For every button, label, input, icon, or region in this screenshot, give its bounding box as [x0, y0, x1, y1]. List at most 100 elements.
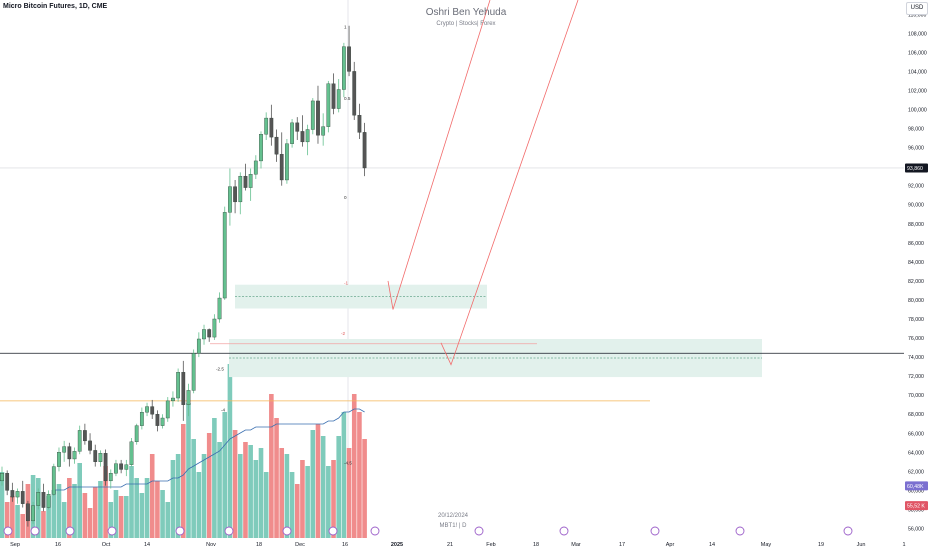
candle-body[interactable]	[5, 473, 10, 491]
volume-bar	[98, 481, 103, 538]
price-scale-badge-label: 55,52 K	[907, 504, 925, 510]
event-icon[interactable]	[175, 526, 185, 536]
candle-body[interactable]	[77, 430, 82, 452]
candle-body[interactable]	[20, 491, 25, 504]
candle-body[interactable]	[196, 338, 201, 354]
event-icon[interactable]	[474, 526, 484, 536]
candle-body[interactable]	[139, 412, 144, 426]
candle-body[interactable]	[160, 417, 165, 426]
candle-body[interactable]	[259, 134, 263, 162]
candle-body[interactable]	[352, 71, 357, 116]
candle-body[interactable]	[108, 473, 113, 482]
candle-body[interactable]	[171, 397, 175, 402]
price-tick-label: 104,000	[908, 69, 927, 75]
event-icon[interactable]	[107, 526, 117, 536]
candle-body[interactable]	[274, 136, 279, 155]
candle-body[interactable]	[134, 425, 139, 443]
candle-body[interactable]	[67, 446, 72, 460]
event-icon[interactable]	[370, 526, 380, 536]
candle-body[interactable]	[228, 186, 232, 213]
candle-body[interactable]	[72, 451, 77, 460]
candle-body[interactable]	[83, 430, 87, 442]
candle-body[interactable]	[207, 329, 212, 338]
watermark-author: Oshri Ben Yehuda	[425, 7, 507, 18]
currency-button[interactable]: USD	[906, 2, 928, 15]
event-icon[interactable]	[735, 526, 745, 536]
candle-body[interactable]	[88, 440, 92, 451]
candle-body[interactable]	[310, 100, 315, 130]
candle-body[interactable]	[10, 490, 15, 498]
candle-body[interactable]	[46, 494, 51, 508]
candle-body[interactable]	[145, 406, 149, 413]
candle-body[interactable]	[347, 46, 351, 72]
candle-layer[interactable]	[0, 25, 367, 527]
time-scale[interactable]: Sep 16 Oct 14 Nov 18 Dec 16 2025 21 Feb 18 Mar 17 Apr 1…	[10, 542, 905, 548]
time-tick-label: 16	[342, 542, 348, 548]
event-icon[interactable]	[3, 526, 13, 536]
candle-body[interactable]	[290, 122, 294, 144]
candle-body[interactable]	[357, 115, 362, 133]
candle-body[interactable]	[31, 505, 35, 522]
candle-body[interactable]	[155, 414, 160, 426]
price-scale[interactable]: 56,000 58,000 60,000 62,000 64,000 66,000 68,0…	[904, 0, 932, 550]
candle-body[interactable]	[326, 83, 331, 127]
candle-body[interactable]	[321, 126, 326, 136]
event-icon[interactable]	[224, 526, 234, 536]
candle-body[interactable]	[62, 446, 67, 453]
candle-body[interactable]	[336, 89, 341, 109]
volume-bar	[351, 394, 357, 538]
candle-body[interactable]	[233, 186, 237, 203]
candle-body[interactable]	[279, 154, 284, 181]
candle-body[interactable]	[300, 131, 305, 143]
candle-body[interactable]	[362, 132, 367, 169]
candle-body[interactable]	[41, 492, 46, 508]
candle-body[interactable]	[181, 372, 186, 405]
candle-body[interactable]	[15, 491, 20, 498]
candle-body[interactable]	[129, 441, 134, 465]
candle-body[interactable]	[36, 492, 41, 506]
candle-body[interactable]	[98, 453, 103, 462]
candle-body[interactable]	[57, 452, 61, 467]
event-icon[interactable]	[282, 526, 292, 536]
candle-body[interactable]	[253, 160, 258, 175]
candle-body[interactable]	[295, 122, 300, 132]
event-icon[interactable]	[559, 526, 569, 536]
candle-body[interactable]	[51, 466, 56, 495]
event-icons[interactable]	[3, 526, 853, 536]
candle-body[interactable]	[191, 353, 196, 391]
event-icon[interactable]	[843, 526, 853, 536]
candle-body[interactable]	[103, 453, 108, 482]
candle-body[interactable]	[0, 473, 4, 482]
candle-body[interactable]	[248, 174, 253, 188]
candle-body[interactable]	[212, 318, 217, 338]
time-tick-label: 18	[256, 542, 262, 548]
candle-body[interactable]	[269, 117, 274, 138]
candle-body[interactable]	[114, 463, 118, 474]
candle-body[interactable]	[305, 129, 310, 143]
candle-body[interactable]	[238, 175, 243, 203]
volume-bar	[82, 493, 88, 538]
candle-body[interactable]	[93, 450, 98, 462]
candle-body[interactable]	[316, 100, 320, 136]
candle-body[interactable]	[165, 400, 170, 419]
event-icon[interactable]	[328, 526, 338, 536]
candle-body[interactable]	[331, 83, 336, 109]
candle-body[interactable]	[150, 406, 155, 415]
candle-body[interactable]	[124, 464, 129, 470]
candle-body[interactable]	[202, 329, 206, 340]
event-icon[interactable]	[65, 526, 75, 536]
candle-body[interactable]	[342, 46, 346, 90]
event-icon[interactable]	[30, 526, 40, 536]
candle-body[interactable]	[243, 175, 248, 188]
candle-body[interactable]	[26, 503, 30, 522]
candle-body[interactable]	[264, 117, 269, 135]
candle-body[interactable]	[176, 372, 180, 399]
candle-body[interactable]	[119, 463, 124, 470]
candle-body[interactable]	[285, 143, 289, 181]
event-icon[interactable]	[650, 526, 660, 536]
candle-body[interactable]	[217, 297, 222, 320]
candle-body[interactable]	[186, 390, 191, 405]
candle-body[interactable]	[222, 212, 227, 299]
price-tick-label: 72,000	[908, 374, 924, 380]
